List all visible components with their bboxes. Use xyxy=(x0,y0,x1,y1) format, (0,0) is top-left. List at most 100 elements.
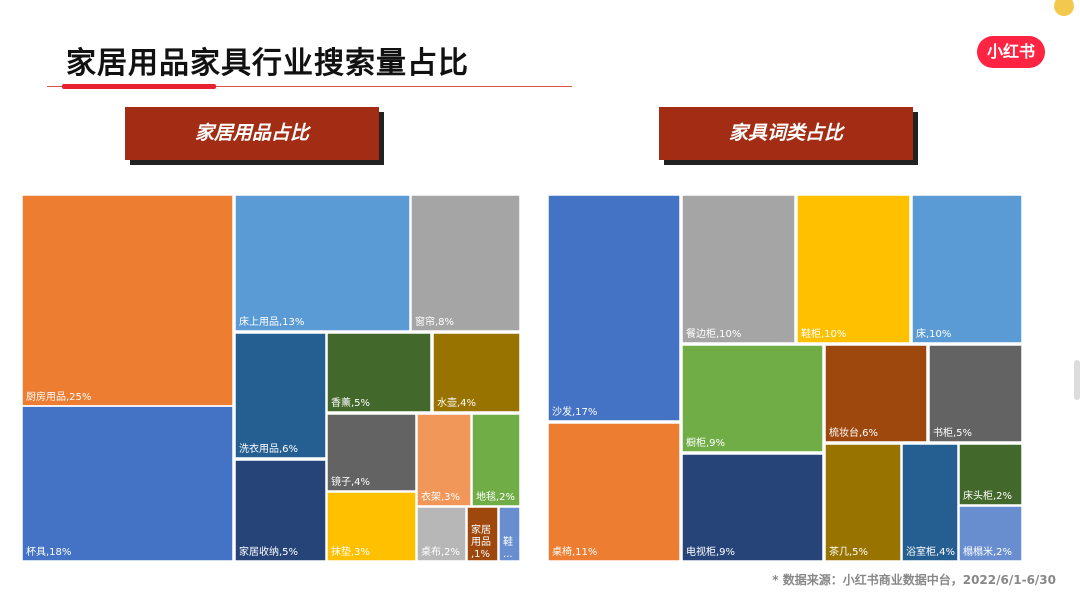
treemap-cell-border xyxy=(416,506,467,561)
treemap-rect xyxy=(22,195,233,406)
treemap-rect xyxy=(825,345,927,442)
treemap-label: 书柜,5% xyxy=(933,426,972,439)
treemap-cell-border xyxy=(548,195,681,422)
treemap-rect xyxy=(235,333,326,458)
treemap-label: 家居收纳,5% xyxy=(239,545,298,558)
treemap-cell-border xyxy=(498,506,520,561)
treemap-label: 水壶,4% xyxy=(437,396,476,409)
treemap-rect xyxy=(22,406,233,561)
treemap-rect xyxy=(682,454,823,561)
treemap-cell: 橱柜,9% xyxy=(682,345,823,452)
treemap-label: 橱柜,9% xyxy=(686,436,725,449)
treemap-cell: 电视柜,9% xyxy=(682,454,823,561)
treemap-label: 厨房用品,25% xyxy=(26,390,91,403)
treemap-rect xyxy=(411,195,520,331)
treemap-rect xyxy=(959,444,1022,505)
treemap-label: 杯具,18% xyxy=(26,545,71,558)
treemap-cell: 床上用品,13% xyxy=(235,195,410,331)
treemap-cell: 家居收纳,5% xyxy=(235,460,326,561)
treemap-label: 洗衣用品,6% xyxy=(239,442,298,455)
treemap-label: 衣架,3% xyxy=(421,490,460,503)
treemap-cell: 水壶,4% xyxy=(433,333,520,412)
treemap-cell-border xyxy=(326,332,432,413)
treemap-label: 茶几,5% xyxy=(829,545,868,558)
treemap-rect xyxy=(235,195,410,331)
treemap-cell-border xyxy=(432,332,520,413)
treemap-rect xyxy=(327,414,416,491)
treemap-cell: 梳妆台,6% xyxy=(825,345,927,442)
treemap-rect xyxy=(548,423,680,561)
treemap-cell: 香薰,5% xyxy=(327,333,431,412)
treemap-cell-border xyxy=(466,506,499,561)
treemap-cell: 床头柜,2% xyxy=(959,444,1022,505)
treemap-cell: 厨房用品,25% xyxy=(22,195,233,406)
xiaohongshu-logo: 小红书 xyxy=(977,36,1045,68)
treemap-label: 家居用品,1% xyxy=(471,523,491,560)
treemap-cell: 榻榻米,2% xyxy=(959,506,1022,561)
treemap-label: 榻榻米,2% xyxy=(963,545,1012,558)
treemap-cell-border xyxy=(471,413,520,507)
treemap-cell-border xyxy=(416,413,472,507)
treemap-rect xyxy=(959,506,1022,561)
treemap-cell-border xyxy=(548,422,681,561)
treemap-cell-border xyxy=(958,443,1022,506)
title-accent-bar xyxy=(62,84,216,89)
title-underline xyxy=(47,86,572,87)
treemap-label: 床上用品,13% xyxy=(239,315,304,328)
treemap-cell-border xyxy=(796,195,911,344)
chart-2-title: 家具词类占比 xyxy=(659,107,913,160)
treemap-rect xyxy=(417,414,471,506)
treemap-cell: 窗帘,8% xyxy=(411,195,520,331)
treemap-cell: 衣架,3% xyxy=(417,414,471,506)
data-source-note: * 数据来源：小红书商业数据中台，2022/6/1-6/30 xyxy=(772,573,1056,587)
treemap-label: 地毯,2% xyxy=(476,490,515,503)
treemap-label: 床,10% xyxy=(916,327,951,340)
treemap-cell: 桌椅,11% xyxy=(548,423,680,561)
treemap-rect xyxy=(682,195,795,343)
treemap-rect xyxy=(902,444,958,561)
treemap-cell-border xyxy=(928,344,1022,443)
treemap-cell: 地毯,2% xyxy=(472,414,520,506)
treemap-label: 梳妆台,6% xyxy=(829,426,878,439)
treemap-home-goods: 厨房用品,25% 杯具,18% 床上用品,13% 窗帘,8% 洗衣用品,6% 家居收纳,5… xyxy=(22,195,520,561)
treemap-rect xyxy=(929,345,1022,442)
treemap-cell: 抹垫,3% xyxy=(327,492,416,561)
treemap-cell: 杯具,18% xyxy=(22,406,233,561)
treemap-label: 窗帘,8% xyxy=(415,315,454,328)
treemap-cell-border xyxy=(824,344,928,443)
treemap-rect xyxy=(499,507,520,561)
treemap-cell: 书柜,5% xyxy=(929,345,1022,442)
treemap-cell: 餐边柜,10% xyxy=(682,195,795,343)
treemap-label: 鞋... xyxy=(503,535,513,560)
badge-icon[interactable] xyxy=(1054,0,1074,16)
treemap-cell-border xyxy=(911,195,1022,344)
treemap-cell: 洗衣用品,6% xyxy=(235,333,326,458)
treemap-rect xyxy=(912,195,1022,343)
treemap-label: 浴室柜,4% xyxy=(906,545,955,558)
treemap-cell: 镜子,4% xyxy=(327,414,416,491)
treemap-cell: 床,10% xyxy=(912,195,1022,343)
scrollbar-handle[interactable] xyxy=(1074,360,1080,400)
treemap-rect xyxy=(433,333,520,412)
treemap-label: 床头柜,2% xyxy=(963,489,1012,502)
treemap-cell-border xyxy=(901,443,959,561)
treemap-label: 抹垫,3% xyxy=(331,545,370,558)
treemap-label: 桌布,2% xyxy=(421,545,460,558)
treemap-rect xyxy=(327,333,431,412)
treemap-cell: 茶几,5% xyxy=(825,444,901,561)
treemap-cell: 浴室柜,4% xyxy=(902,444,958,561)
treemap-cell: 沙发,17% xyxy=(548,195,680,421)
treemap-rect xyxy=(467,507,498,561)
treemap-label: 电视柜,9% xyxy=(686,545,735,558)
treemap-rect xyxy=(682,345,823,452)
treemap-rect xyxy=(327,492,416,561)
treemap-cell-border xyxy=(824,443,902,561)
treemap-cell-border xyxy=(326,491,417,561)
treemap-cell: 家居用品,1% xyxy=(467,507,498,561)
treemap-rect xyxy=(548,195,680,421)
page-title: 家居用品家具行业搜索量占比 xyxy=(66,46,469,81)
treemap-label: 桌椅,11% xyxy=(552,545,597,558)
chart-1-title: 家居用品占比 xyxy=(125,107,379,160)
treemap-cell-border xyxy=(326,413,417,492)
treemap-cell-border xyxy=(234,459,327,561)
